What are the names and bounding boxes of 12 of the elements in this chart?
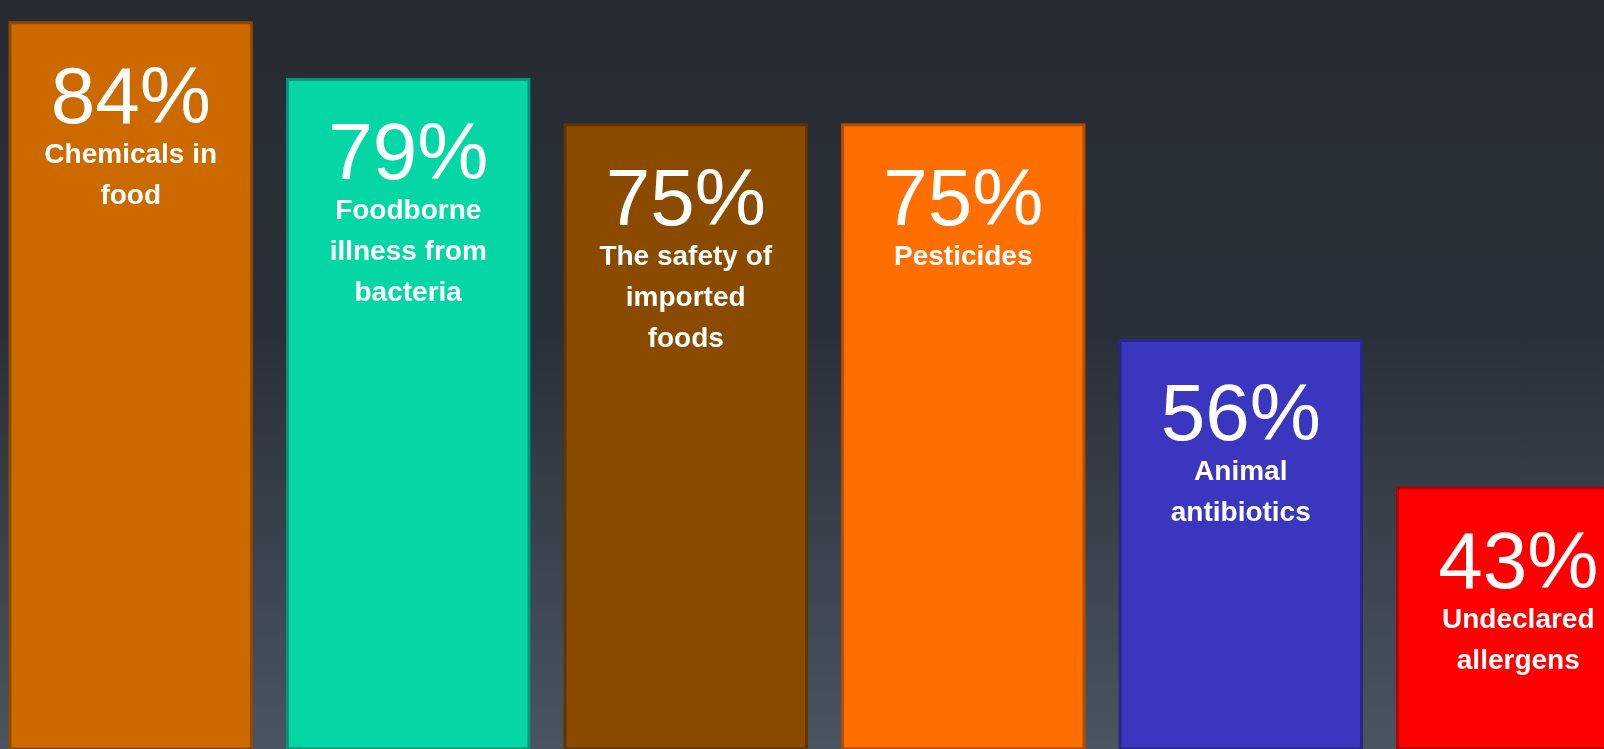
x-tick-label: The safety of imported foods (599, 239, 773, 353)
x-tick-label: Animal antibiotics (1170, 455, 1311, 528)
x-tick-label: Undeclared allergens (1442, 602, 1595, 675)
x-tick-label: Pesticides (893, 239, 1033, 271)
data-label: 75% (883, 152, 1044, 242)
data-label: 75% (605, 152, 766, 242)
data-label: 56% (1160, 368, 1321, 458)
x-tick-label: Foodborne illness from bacteria (329, 194, 487, 308)
data-label: 84% (50, 50, 211, 140)
x-tick-label: Chemicals in food (44, 137, 218, 210)
data-label: 79% (328, 107, 489, 197)
data-label: 43% (1438, 515, 1599, 605)
